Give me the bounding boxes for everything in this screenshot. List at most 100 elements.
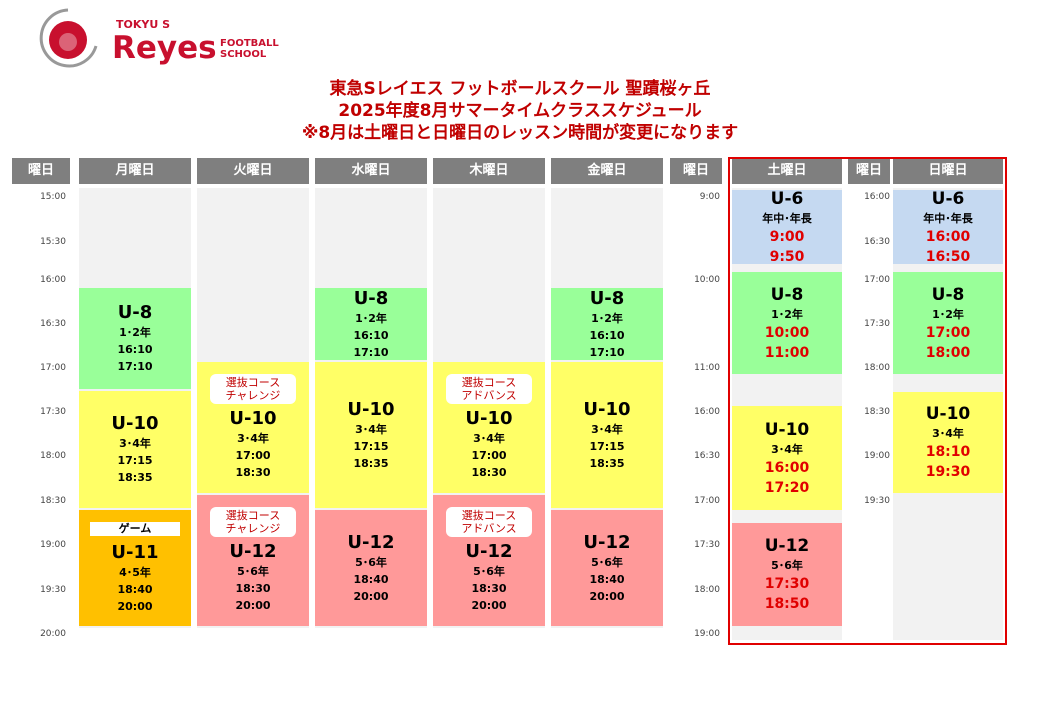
grade: 5･6年 (473, 565, 505, 578)
header-thu: 木曜日 (433, 158, 545, 184)
title-line-1: 東急Sレイエス フットボールスクール 聖蹟桜ヶ丘 (329, 79, 711, 99)
time-label: 19:30 (864, 496, 890, 506)
header-time: 曜日 (12, 158, 70, 184)
grade: 3･4年 (119, 437, 151, 450)
class-block-sun-u-6: U-6 年中･年長 16:00 16:50 (893, 189, 1003, 265)
title-line-2: 2025年度8月サマータイムクラススケジュール (338, 101, 702, 121)
grade: 1･2年 (355, 311, 387, 325)
start-time: 18:40 (589, 572, 625, 586)
start-time: 16:10 (589, 328, 625, 342)
grade: 3･4年 (473, 432, 505, 445)
time-label: 17:00 (864, 275, 890, 285)
class-name: U-10 (111, 413, 159, 434)
header-sun: 日曜日 (893, 158, 1003, 184)
start-time: 18:10 (925, 444, 971, 460)
badge-line: アドバンス (461, 522, 517, 535)
badge-line: 選抜コース (225, 509, 281, 522)
badge-line: 選抜コース (461, 509, 517, 522)
start-time: 17:30 (764, 576, 810, 592)
page-title: 東急Sレイエス フットボールスクール 聖蹟桜ヶ丘 2025年度8月サマータイムク… (0, 78, 1040, 144)
time-label: 17:30 (40, 407, 66, 417)
end-time: 18:35 (117, 471, 153, 484)
school-logo: TOKYU S Reyes FOOTBALL SCHOOL (38, 6, 298, 70)
class-block-fri-u-10: U-10 3･4年 17:15 18:35 (551, 362, 663, 508)
grade: 3･4年 (771, 442, 803, 456)
title-notice: ※8月は土曜日と日曜日のレッスン時間が変更になります (301, 123, 739, 143)
start-time: 16:10 (117, 343, 153, 356)
end-time: 17:20 (764, 479, 810, 496)
class-block-sat-u-12: U-12 5･6年 17:30 18:50 (732, 523, 842, 626)
class-block-sat-u-8: U-8 1･2年 10:00 11:00 (732, 272, 842, 374)
class-block-tue-u-12: 選抜コース チャレンジ U-12 5･6年 18:30 20:00 (197, 495, 309, 626)
time-label: 19:00 (40, 540, 66, 550)
grade: 5･6年 (771, 559, 803, 572)
time-label: 18:00 (864, 363, 890, 373)
end-time: 11:00 (764, 344, 810, 361)
end-time: 18:30 (235, 466, 271, 479)
end-time: 18:50 (764, 596, 810, 612)
time-label: 10:00 (694, 275, 720, 285)
class-block-fri-u-8: U-8 1･2年 16:10 17:10 (551, 288, 663, 360)
course-badge: 選抜コース チャレンジ (210, 507, 296, 537)
class-block-mon-u-11: ゲーム U-11 4･5年 18:40 20:00 (79, 510, 191, 626)
end-time: 20:00 (471, 599, 507, 612)
grade: 3･4年 (237, 432, 269, 445)
class-block-mon-u-8: U-8 1･2年 16:10 17:10 (79, 288, 191, 389)
grade: 1･2年 (771, 307, 803, 321)
time-label: 18:00 (40, 451, 66, 461)
time-label: 16:00 (40, 275, 66, 285)
time-label: 19:00 (864, 451, 890, 461)
time-label: 19:00 (694, 629, 720, 639)
grade: 3･4年 (932, 427, 964, 440)
end-time: 20:00 (353, 589, 389, 603)
grade: 1･2年 (932, 307, 964, 321)
class-name: U-8 (589, 287, 625, 309)
end-time: 17:10 (589, 345, 625, 359)
grade: 年中･年長 (923, 211, 973, 225)
class-block-wed-u-10: U-10 3･4年 17:15 18:35 (315, 362, 427, 508)
course-badge: 選抜コース チャレンジ (210, 374, 296, 404)
class-block-sun-u-8: U-8 1･2年 17:00 18:00 (893, 272, 1003, 374)
start-time: 9:00 (769, 228, 805, 245)
header-time-sat: 曜日 (670, 158, 722, 184)
badge-line: 選抜コース (225, 376, 281, 389)
start-time: 16:00 (764, 459, 810, 476)
grade: 3･4年 (355, 422, 387, 436)
time-label: 16:00 (864, 192, 890, 202)
start-time: 17:00 (235, 449, 271, 462)
time-label: 16:30 (864, 237, 890, 247)
end-time: 17:10 (353, 345, 389, 359)
course-badge: 選抜コース アドバンス (446, 374, 532, 404)
class-name: U-10 (347, 398, 395, 420)
class-name: U-12 (347, 531, 395, 553)
class-name: U-12 (229, 541, 277, 562)
header-mon: 月曜日 (79, 158, 191, 184)
end-time: 20:00 (117, 599, 153, 613)
class-name: U-8 (931, 284, 965, 305)
time-label: 17:00 (694, 496, 720, 506)
class-name: U-8 (770, 284, 804, 305)
time-label: 20:00 (40, 629, 66, 639)
end-time: 9:50 (769, 248, 805, 265)
end-time: 20:00 (589, 589, 625, 603)
start-time: 18:30 (235, 582, 271, 595)
start-time: 10:00 (764, 324, 810, 341)
badge-line: アドバンス (461, 389, 517, 402)
start-time: 16:00 (925, 228, 971, 245)
start-time: 18:40 (117, 582, 153, 596)
game-label: ゲーム (90, 521, 180, 536)
class-block-sat-u-10: U-10 3･4年 16:00 17:20 (732, 406, 842, 510)
header-time-sun: 曜日 (848, 158, 890, 184)
time-label: 9:00 (699, 192, 720, 202)
grade: 1･2年 (591, 311, 623, 325)
weekend-highlight-box (728, 157, 1007, 645)
course-badge: 選抜コース アドバンス (446, 507, 532, 537)
class-block-wed-u-8: U-8 1･2年 16:10 17:10 (315, 288, 427, 360)
class-name: U-10 (764, 419, 810, 440)
time-label: 16:00 (694, 407, 720, 417)
class-name: U-12 (583, 531, 631, 553)
end-time: 18:35 (589, 456, 625, 470)
time-label: 17:30 (864, 319, 890, 329)
end-time: 18:30 (471, 466, 507, 479)
start-time: 16:10 (353, 328, 389, 342)
